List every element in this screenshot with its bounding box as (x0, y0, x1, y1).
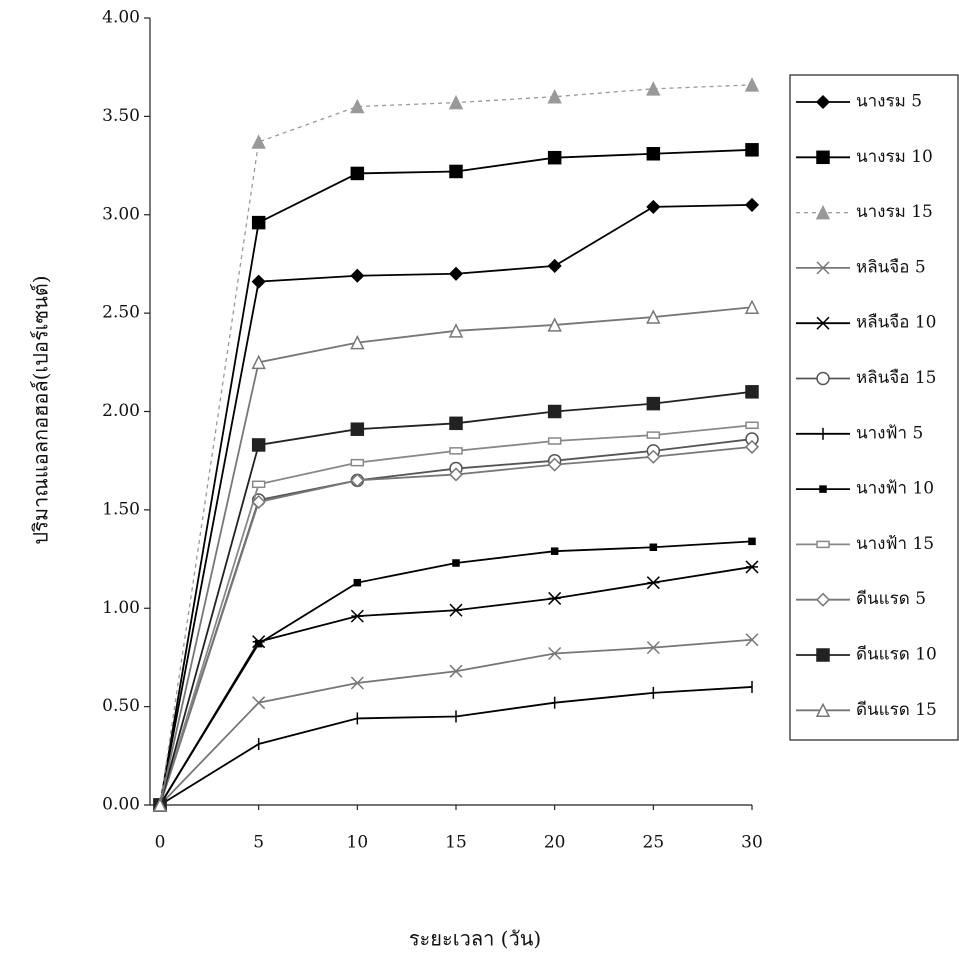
x-tick-label: 0 (155, 833, 166, 853)
y-tick-label: 0.50 (102, 696, 140, 716)
marker (354, 580, 360, 586)
legend-label: นางฟ้า 5 (856, 423, 923, 443)
marker (647, 148, 659, 160)
marker (253, 276, 265, 288)
x-tick-label: 10 (347, 833, 369, 853)
x-tick-label: 5 (253, 833, 264, 853)
marker (450, 268, 462, 280)
marker (549, 438, 561, 444)
y-tick-label: 2.50 (102, 303, 140, 323)
legend-marker (817, 541, 829, 547)
marker (351, 460, 363, 466)
marker (650, 544, 656, 550)
marker (450, 417, 462, 429)
marker (450, 97, 462, 109)
marker (746, 386, 758, 398)
marker (549, 260, 561, 272)
legend-box (790, 75, 958, 740)
marker (351, 610, 363, 622)
marker (549, 592, 561, 604)
marker (647, 432, 659, 438)
marker (450, 604, 462, 616)
y-tick-label: 0.00 (102, 795, 140, 815)
y-tick-label: 1.50 (102, 499, 140, 519)
legend-label: ดีนแรด 10 (856, 645, 937, 665)
y-tick-label: 2.00 (102, 401, 140, 421)
series-line (160, 447, 752, 805)
marker (253, 136, 265, 148)
marker (647, 398, 659, 410)
marker (746, 561, 758, 573)
marker (450, 448, 462, 454)
legend-marker (817, 373, 829, 385)
marker (647, 577, 659, 589)
marker (253, 481, 265, 487)
y-tick-label: 1.00 (102, 598, 140, 618)
series-line (160, 85, 752, 805)
y-tick-label: 3.50 (102, 106, 140, 126)
legend-label: ดีนแรด 15 (856, 700, 937, 720)
legend-marker (817, 151, 829, 163)
marker (749, 538, 755, 544)
legend-label: ดีนแรด 5 (856, 589, 926, 609)
legend-marker (820, 486, 826, 492)
series-line (160, 307, 752, 805)
marker (351, 423, 363, 435)
chart: ระยะเวลา (วัน) ปริมาณแอลกอฮอล์(เปอร์เซนต… (0, 0, 959, 971)
marker (351, 167, 363, 179)
y-tick-label: 3.00 (102, 204, 140, 224)
marker (253, 439, 265, 451)
legend-label: นางรม 15 (856, 202, 933, 222)
legend-label: นางฟ้า 15 (856, 534, 934, 554)
legend-label: หลินจือ 15 (856, 368, 936, 388)
marker (549, 152, 561, 164)
marker (453, 560, 459, 566)
series-line (160, 687, 752, 805)
marker (552, 548, 558, 554)
x-tick-label: 15 (445, 833, 467, 853)
x-tick-label: 20 (544, 833, 566, 853)
x-axis-title: ระยะเวลา (วัน) (409, 927, 541, 951)
series-line (160, 567, 752, 805)
legend-label: นางรม 5 (856, 92, 922, 112)
marker (746, 199, 758, 211)
marker (746, 79, 758, 91)
marker (549, 406, 561, 418)
x-tick-label: 25 (643, 833, 665, 853)
marker (450, 165, 462, 177)
legend-label: นางฟ้า 10 (856, 479, 934, 499)
legend-label: นางรม 10 (856, 147, 933, 167)
legend-label: หลืนจือ 10 (856, 313, 936, 333)
marker (256, 641, 262, 647)
legend-marker (817, 649, 829, 661)
marker (647, 201, 659, 213)
marker (253, 217, 265, 229)
marker (351, 270, 363, 282)
marker (746, 422, 758, 428)
x-tick-label: 30 (741, 833, 763, 853)
y-tick-label: 4.00 (102, 8, 140, 28)
legend-label: หลินจือ 5 (856, 257, 926, 277)
marker (746, 144, 758, 156)
y-axis-title: ปริมาณแอลกอฮอล์(เปอร์เซนต์) (29, 275, 53, 544)
